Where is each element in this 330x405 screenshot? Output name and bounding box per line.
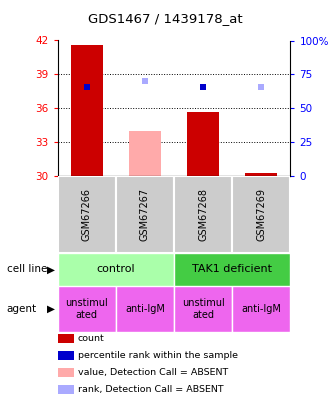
Text: GSM67268: GSM67268 [198, 188, 208, 241]
Text: GSM67267: GSM67267 [140, 188, 150, 241]
Bar [245, 173, 277, 176]
Bar [232, 286, 290, 332]
Bar [174, 253, 290, 286]
Text: TAK1 deficient: TAK1 deficient [192, 264, 272, 274]
Text: control: control [97, 264, 135, 274]
Text: unstimul
ated: unstimul ated [65, 298, 108, 320]
Text: count: count [78, 334, 104, 343]
Text: ▶: ▶ [47, 304, 55, 314]
Bar [174, 176, 232, 253]
Text: GDS1467 / 1439178_at: GDS1467 / 1439178_at [88, 12, 242, 25]
Bar [174, 286, 232, 332]
Text: percentile rank within the sample: percentile rank within the sample [78, 351, 238, 360]
Bar [58, 176, 116, 253]
Text: anti-IgM: anti-IgM [241, 304, 281, 314]
Text: agent: agent [7, 304, 37, 314]
Text: GSM67269: GSM67269 [256, 188, 266, 241]
Text: ▶: ▶ [47, 264, 55, 274]
Bar [116, 176, 174, 253]
Text: cell line: cell line [7, 264, 47, 274]
Text: unstimul
ated: unstimul ated [182, 298, 224, 320]
Bar [71, 45, 103, 176]
Bar [116, 286, 174, 332]
Text: GSM67266: GSM67266 [82, 188, 92, 241]
Bar [58, 286, 116, 332]
Bar [187, 112, 219, 176]
Bar [129, 131, 161, 176]
Text: value, Detection Call = ABSENT: value, Detection Call = ABSENT [78, 368, 228, 377]
Bar [232, 176, 290, 253]
Bar [58, 253, 174, 286]
Text: rank, Detection Call = ABSENT: rank, Detection Call = ABSENT [78, 385, 223, 394]
Text: anti-IgM: anti-IgM [125, 304, 165, 314]
